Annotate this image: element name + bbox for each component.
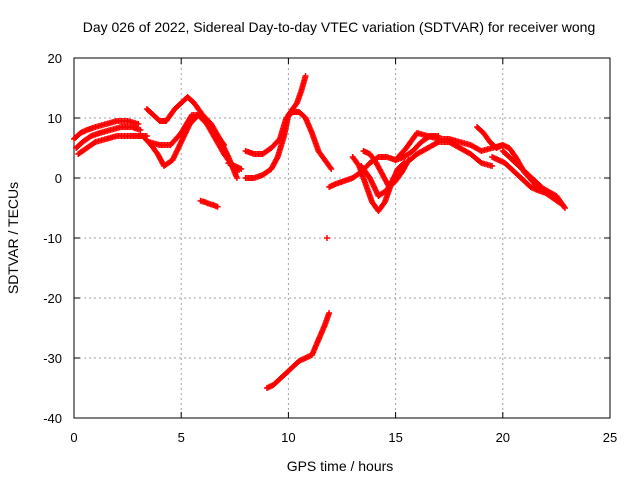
data-point: [328, 166, 335, 172]
data-point: [135, 121, 142, 127]
x-tick-label: 5: [178, 430, 185, 445]
data-point: [558, 201, 565, 208]
data-markers: [71, 73, 568, 391]
y-tick-label: -40: [43, 411, 62, 426]
y-tick-label: -20: [43, 291, 62, 306]
x-tick-label: 10: [281, 430, 295, 445]
chart-title: Day 026 of 2022, Sidereal Day-to-day VTE…: [83, 19, 596, 35]
data-point: [327, 164, 334, 171]
data-point: [233, 175, 240, 181]
grid-lines: [74, 58, 610, 418]
x-tick-label: 15: [388, 430, 402, 445]
y-axis-label: SDTVAR / TECUs: [5, 182, 21, 294]
data-point: [323, 235, 330, 241]
plot-frame: [73, 57, 611, 419]
x-tick-label: 25: [603, 430, 617, 445]
data-point: [392, 172, 399, 178]
x-tick-label: 20: [496, 430, 510, 445]
data-point: [214, 203, 221, 210]
axis-ticks: 0 5 10 15 20 25 -40 -30 -20 -10 0 10 20: [43, 51, 617, 445]
x-axis-label: GPS time / hours: [287, 458, 394, 474]
data-point: [302, 73, 309, 79]
y-tick-label: 10: [48, 111, 62, 126]
data-point: [537, 183, 544, 189]
data-point: [538, 184, 545, 190]
data-point: [91, 139, 98, 146]
data-point: [326, 310, 333, 316]
data-point: [559, 202, 566, 208]
y-tick-label: 20: [48, 51, 62, 66]
y-tick-label: -30: [43, 351, 62, 366]
y-tick-label: 0: [55, 171, 62, 186]
data-point: [238, 166, 245, 172]
y-tick-label: -10: [43, 231, 62, 246]
x-tick-label: 0: [70, 430, 77, 445]
data-point: [137, 127, 144, 133]
data-point: [489, 163, 496, 169]
